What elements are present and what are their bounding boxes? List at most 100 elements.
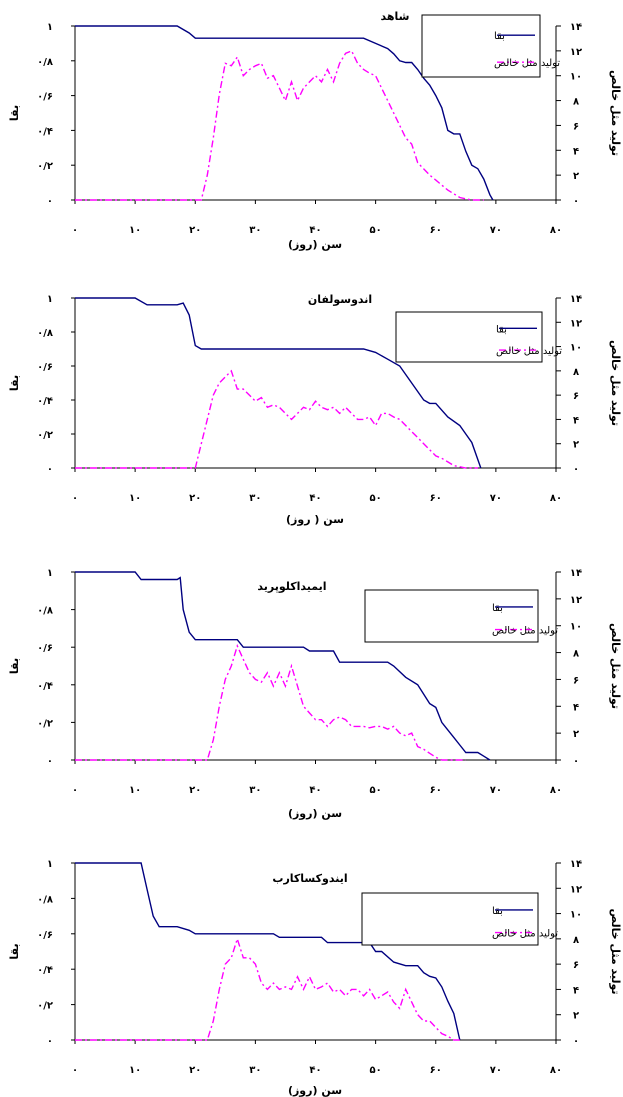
x-tick-label: ۷۰ bbox=[490, 1065, 502, 1076]
y2-tick-label: ۰ bbox=[573, 756, 579, 767]
x-tick-label: ۷۰ bbox=[490, 225, 502, 236]
x-tick-label: ۱۰ bbox=[129, 785, 141, 796]
x-tick-label: ۸۰ bbox=[550, 493, 562, 504]
y2-tick-label: ۰ bbox=[573, 196, 579, 207]
y2-tick-label: ۶ bbox=[573, 121, 579, 132]
x-tick-label: ۱۰ bbox=[129, 225, 141, 236]
x-tick-label: ۲۰ bbox=[189, 225, 201, 236]
y-tick-label: ۰ bbox=[47, 464, 53, 475]
y-tick-label: ۱ bbox=[47, 294, 53, 305]
y2-tick-label: ۴ bbox=[573, 985, 579, 996]
x-tick-label: ۳۰ bbox=[249, 225, 261, 236]
legend-box bbox=[361, 892, 539, 946]
y-tick-label: ۰/۶ bbox=[37, 930, 53, 941]
y-tick-label: ۰/۶ bbox=[37, 92, 53, 103]
x-axis-title: سن (روز) bbox=[288, 1084, 342, 1097]
x-axis-title: سن (روز) bbox=[288, 807, 342, 820]
y2-tick-label: ۱۴ bbox=[570, 294, 582, 305]
legend-box bbox=[421, 14, 541, 78]
x-tick-label: ۵۰ bbox=[370, 1065, 382, 1076]
y-tick-label: ۰/۲ bbox=[37, 718, 53, 729]
y-tick-label: ۰/۸ bbox=[37, 894, 53, 905]
y2-tick-label: ۸ bbox=[573, 649, 579, 660]
y2-tick-label: ۸ bbox=[573, 367, 579, 378]
x-axis-title: سن (روز) bbox=[288, 238, 342, 251]
y2-tick-label: ۲ bbox=[573, 1011, 579, 1022]
y-tick-label: ۱ bbox=[47, 859, 53, 870]
legend-label: بقا bbox=[492, 603, 503, 614]
y2-tick-label: ۱۰ bbox=[570, 72, 582, 83]
y-tick-label: ۰ bbox=[47, 196, 53, 207]
y2-tick-label: ۱۲ bbox=[570, 318, 582, 329]
chart-title: اندوسولفان bbox=[308, 293, 372, 306]
y-tick-label: ۰/۴ bbox=[37, 681, 53, 692]
y2-tick-label: ۱۰ bbox=[570, 910, 582, 921]
x-tick-label: ۳۰ bbox=[249, 493, 261, 504]
legend: بقا تولید مثل خالص bbox=[361, 892, 558, 946]
y-tick-label: ۰/۴ bbox=[37, 965, 53, 976]
chart-title: ایندوکساکارب bbox=[272, 872, 347, 885]
y-tick-label: ۱ bbox=[47, 22, 53, 33]
x-tick-label: ۴۰ bbox=[309, 493, 321, 504]
legend-label: بقا bbox=[494, 31, 505, 42]
chart-title: شاهد bbox=[381, 10, 410, 23]
x-tick-label: ۵۰ bbox=[370, 225, 382, 236]
y2-tick-label: ۶ bbox=[573, 960, 579, 971]
legend-label: بقا bbox=[496, 324, 507, 335]
series-line-net-reproduction bbox=[75, 369, 478, 469]
y2-tick-label: ۲ bbox=[573, 171, 579, 182]
x-tick-label: ۴۰ bbox=[309, 785, 321, 796]
chart-title: ایمیداکلوپرید bbox=[257, 580, 326, 593]
y2-tick-label: ۴ bbox=[573, 146, 579, 157]
x-tick-label: ۲۰ bbox=[189, 1065, 201, 1076]
y-axis-title: بقا bbox=[8, 658, 21, 674]
y-tick-label: ۱ bbox=[47, 568, 53, 579]
legend-box bbox=[395, 311, 543, 363]
x-tick-label: ۱۰ bbox=[129, 1065, 141, 1076]
legend-label: تولید مثل خالص bbox=[492, 929, 558, 940]
y-axis-title: بقا bbox=[8, 105, 21, 121]
series-line-net-reproduction bbox=[75, 936, 460, 1041]
y2-tick-label: ۴ bbox=[573, 415, 579, 426]
y-tick-label: ۰/۲ bbox=[37, 430, 53, 441]
series-line-survival bbox=[75, 297, 482, 469]
x-tick-label: ۲۰ bbox=[189, 493, 201, 504]
y2-tick-label: ۱۴ bbox=[570, 568, 582, 579]
x-tick-label: ۸۰ bbox=[550, 1065, 562, 1076]
y2-tick-label: ۱۲ bbox=[570, 47, 582, 58]
x-tick-label: ۳۰ bbox=[249, 785, 261, 796]
x-tick-label: ۶۰ bbox=[430, 785, 442, 796]
y-axis-title: بقا bbox=[8, 375, 21, 391]
y-tick-label: ۰ bbox=[47, 756, 53, 767]
x-tick-label: ۰ bbox=[72, 785, 78, 796]
y-tick-label: ۰/۸ bbox=[37, 328, 53, 339]
y-tick-label: ۰/۲ bbox=[37, 1001, 53, 1012]
y2-tick-label: ۲ bbox=[573, 440, 579, 451]
x-tick-label: ۱۰ bbox=[129, 493, 141, 504]
series-line-survival bbox=[75, 862, 461, 1041]
series-line-net-reproduction bbox=[75, 643, 466, 761]
series-line-survival bbox=[75, 25, 494, 201]
x-tick-label: ۸۰ bbox=[550, 225, 562, 236]
y2-tick-label: ۶ bbox=[573, 391, 579, 402]
y-tick-label: ۰/۴ bbox=[37, 396, 53, 407]
series-line-net-reproduction bbox=[75, 50, 484, 201]
x-tick-label: ۰ bbox=[72, 1065, 78, 1076]
x-tick-label: ۶۰ bbox=[430, 493, 442, 504]
y2-tick-label: ۴ bbox=[573, 702, 579, 713]
y-tick-label: ۰/۴ bbox=[37, 126, 53, 137]
y-tick-label: ۰/۶ bbox=[37, 362, 53, 373]
y2-tick-label: ۱۴ bbox=[570, 859, 582, 870]
x-tick-label: ۳۰ bbox=[249, 1065, 261, 1076]
x-tick-label: ۶۰ bbox=[430, 1065, 442, 1076]
y2-tick-label: ۲ bbox=[573, 729, 579, 740]
y2-tick-label: ۰ bbox=[573, 464, 579, 475]
x-tick-label: ۰ bbox=[72, 225, 78, 236]
y2-axis-title: تولید مثل خالص bbox=[609, 70, 622, 156]
series-line-survival bbox=[75, 571, 491, 761]
x-tick-label: ۰ bbox=[72, 493, 78, 504]
x-tick-label: ۸۰ bbox=[550, 785, 562, 796]
